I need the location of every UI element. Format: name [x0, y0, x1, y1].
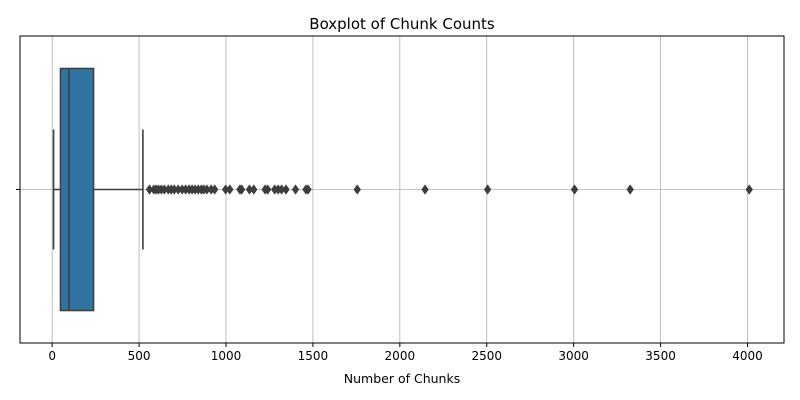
x-tick-label: 2500	[471, 349, 502, 363]
outlier-point	[353, 184, 361, 195]
x-axis-ticks: 0 500 1000 1500 2000 2500 3000 3500 4000	[48, 343, 763, 363]
x-tick-label: 4000	[732, 349, 763, 363]
x-tick-label: 500	[128, 349, 151, 363]
x-axis-label: Number of Chunks	[344, 371, 460, 386]
x-tick-label: 3500	[645, 349, 676, 363]
box-group	[52, 67, 144, 312]
x-tick-label: 3000	[558, 349, 589, 363]
outlier-point	[264, 184, 272, 195]
x-tick-label: 1000	[211, 349, 242, 363]
outlier-points	[145, 184, 753, 195]
outlier-point	[237, 184, 246, 195]
iqr-box	[59, 67, 95, 312]
x-tick-label: 2000	[385, 349, 416, 363]
outlier-point	[250, 184, 258, 195]
x-tick-label: 1500	[298, 349, 329, 363]
outlier-point	[483, 184, 492, 195]
outlier-point	[226, 184, 234, 195]
outlier-point	[291, 184, 300, 195]
chart-title: Boxplot of Chunk Counts	[309, 15, 495, 33]
x-tick-label: 0	[48, 349, 56, 363]
outlier-point	[570, 184, 579, 195]
outlier-point	[211, 184, 219, 195]
outlier-point	[282, 184, 290, 195]
outlier-point	[421, 184, 429, 195]
outlier-point	[745, 184, 753, 195]
outlier-point	[304, 184, 312, 195]
outlier-point	[626, 184, 634, 195]
